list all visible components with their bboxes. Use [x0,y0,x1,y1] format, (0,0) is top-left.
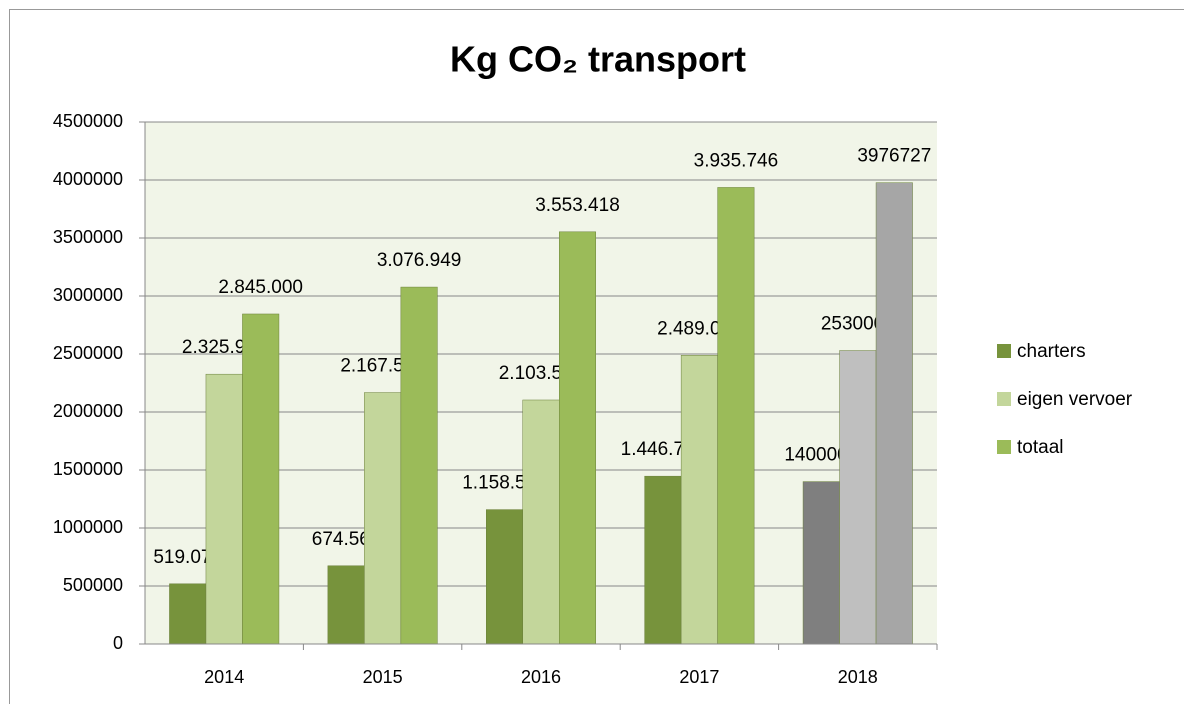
bar [205,373,243,645]
bar [522,399,560,645]
value-label: 3.935.746 [694,150,779,171]
bar [875,182,913,645]
y-tick-label: 1500000 [53,459,123,479]
value-label: 2.845.000 [218,277,303,298]
bar [400,286,438,645]
y-tick-label: 500000 [63,575,123,595]
legend-label: charters [1017,341,1086,362]
bar [486,509,523,645]
y-tick-label: 3000000 [53,285,123,305]
legend-swatch [997,344,1011,358]
x-tick-label: 2016 [521,667,561,687]
x-tick-label: 2015 [363,667,403,687]
bar [364,392,402,645]
bar [680,355,718,645]
legend-swatch [997,392,1011,406]
chart-title: Kg CO₂ transport [450,39,746,80]
value-label: 3976727 [857,146,931,167]
bar [327,565,365,645]
x-tick-label: 2017 [679,667,719,687]
legend-label: totaal [1017,437,1063,458]
y-tick-label: 0 [113,633,123,653]
bar [802,481,840,645]
y-tick-label: 2000000 [53,401,123,421]
y-tick-label: 2500000 [53,343,123,363]
bar [169,583,207,645]
value-label: 519.075 [153,547,222,568]
bar [717,187,755,645]
x-tick-label: 2018 [838,667,878,687]
y-tick-label: 4000000 [53,169,123,189]
bar [242,313,280,645]
y-tick-label: 4500000 [53,111,123,131]
legend-label: eigen vervoer [1017,389,1133,410]
value-label: 3.553.418 [535,195,620,216]
y-tick-label: 3500000 [53,227,123,247]
y-tick-label: 1000000 [53,517,123,537]
legend-swatch [997,440,1011,454]
bar [644,475,682,645]
value-label: 674.568 [312,529,381,550]
value-label: 3.076.949 [377,250,462,271]
bar [559,231,596,645]
bar [839,350,877,645]
x-tick-label: 2014 [204,667,244,687]
